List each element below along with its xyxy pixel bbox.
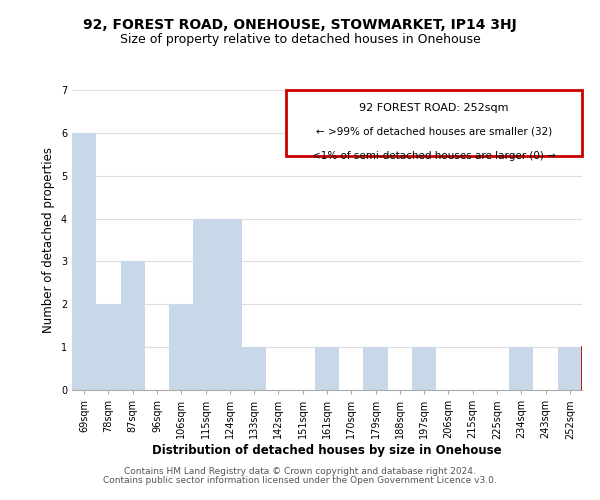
X-axis label: Distribution of detached houses by size in Onehouse: Distribution of detached houses by size …	[152, 444, 502, 457]
Y-axis label: Number of detached properties: Number of detached properties	[43, 147, 55, 333]
Text: 92 FOREST ROAD: 252sqm: 92 FOREST ROAD: 252sqm	[359, 103, 509, 113]
Text: Contains public sector information licensed under the Open Government Licence v3: Contains public sector information licen…	[103, 476, 497, 485]
FancyBboxPatch shape	[286, 90, 582, 156]
Bar	[218, 218, 242, 390]
Bar	[315, 347, 339, 390]
Bar	[121, 262, 145, 390]
Bar	[169, 304, 193, 390]
Bar	[96, 304, 121, 390]
Bar	[412, 347, 436, 390]
Text: 92, FOREST ROAD, ONEHOUSE, STOWMARKET, IP14 3HJ: 92, FOREST ROAD, ONEHOUSE, STOWMARKET, I…	[83, 18, 517, 32]
Text: <1% of semi-detached houses are larger (0) →: <1% of semi-detached houses are larger (…	[312, 151, 556, 161]
Bar	[364, 347, 388, 390]
Bar	[193, 218, 218, 390]
Bar	[242, 347, 266, 390]
Bar	[72, 133, 96, 390]
Text: ← >99% of detached houses are smaller (32): ← >99% of detached houses are smaller (3…	[316, 127, 552, 137]
Bar	[509, 347, 533, 390]
Text: Size of property relative to detached houses in Onehouse: Size of property relative to detached ho…	[119, 32, 481, 46]
Text: Contains HM Land Registry data © Crown copyright and database right 2024.: Contains HM Land Registry data © Crown c…	[124, 467, 476, 476]
Bar	[558, 347, 582, 390]
